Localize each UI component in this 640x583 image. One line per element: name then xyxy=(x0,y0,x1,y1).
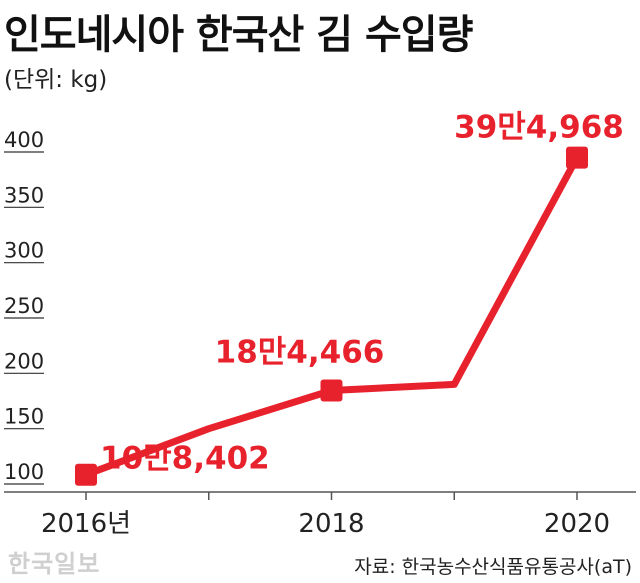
data-point-marker xyxy=(566,146,588,169)
y-tick-label: 350 xyxy=(4,183,44,207)
source-note: 자료: 한국농수산식품유통공사(aT) xyxy=(354,556,632,578)
y-tick-label: 200 xyxy=(4,349,44,373)
data-label: 39만4,968 xyxy=(454,110,624,146)
data-point-marker xyxy=(75,463,97,486)
data-label: 10만8,402 xyxy=(100,441,270,477)
x-tick-label: 2016년 xyxy=(41,509,131,539)
y-tick-label: 150 xyxy=(4,405,44,429)
x-tick-label: 2020 xyxy=(544,509,610,539)
y-tick-label: 250 xyxy=(4,294,44,318)
y-tick-label: 100 xyxy=(4,460,44,484)
publisher-logo: 한국일보 xyxy=(8,550,101,578)
data-point-marker xyxy=(320,379,343,402)
series-line xyxy=(82,154,581,479)
y-tick-label: 300 xyxy=(4,239,44,263)
chart-title: 인도네시아 한국산 김 수입량 xyxy=(4,12,473,58)
data-label: 18만4,466 xyxy=(215,335,385,371)
y-tick-label: 400 xyxy=(4,128,44,152)
unit-label: (단위: kg) xyxy=(4,67,108,93)
x-tick-label: 2018 xyxy=(298,509,364,539)
